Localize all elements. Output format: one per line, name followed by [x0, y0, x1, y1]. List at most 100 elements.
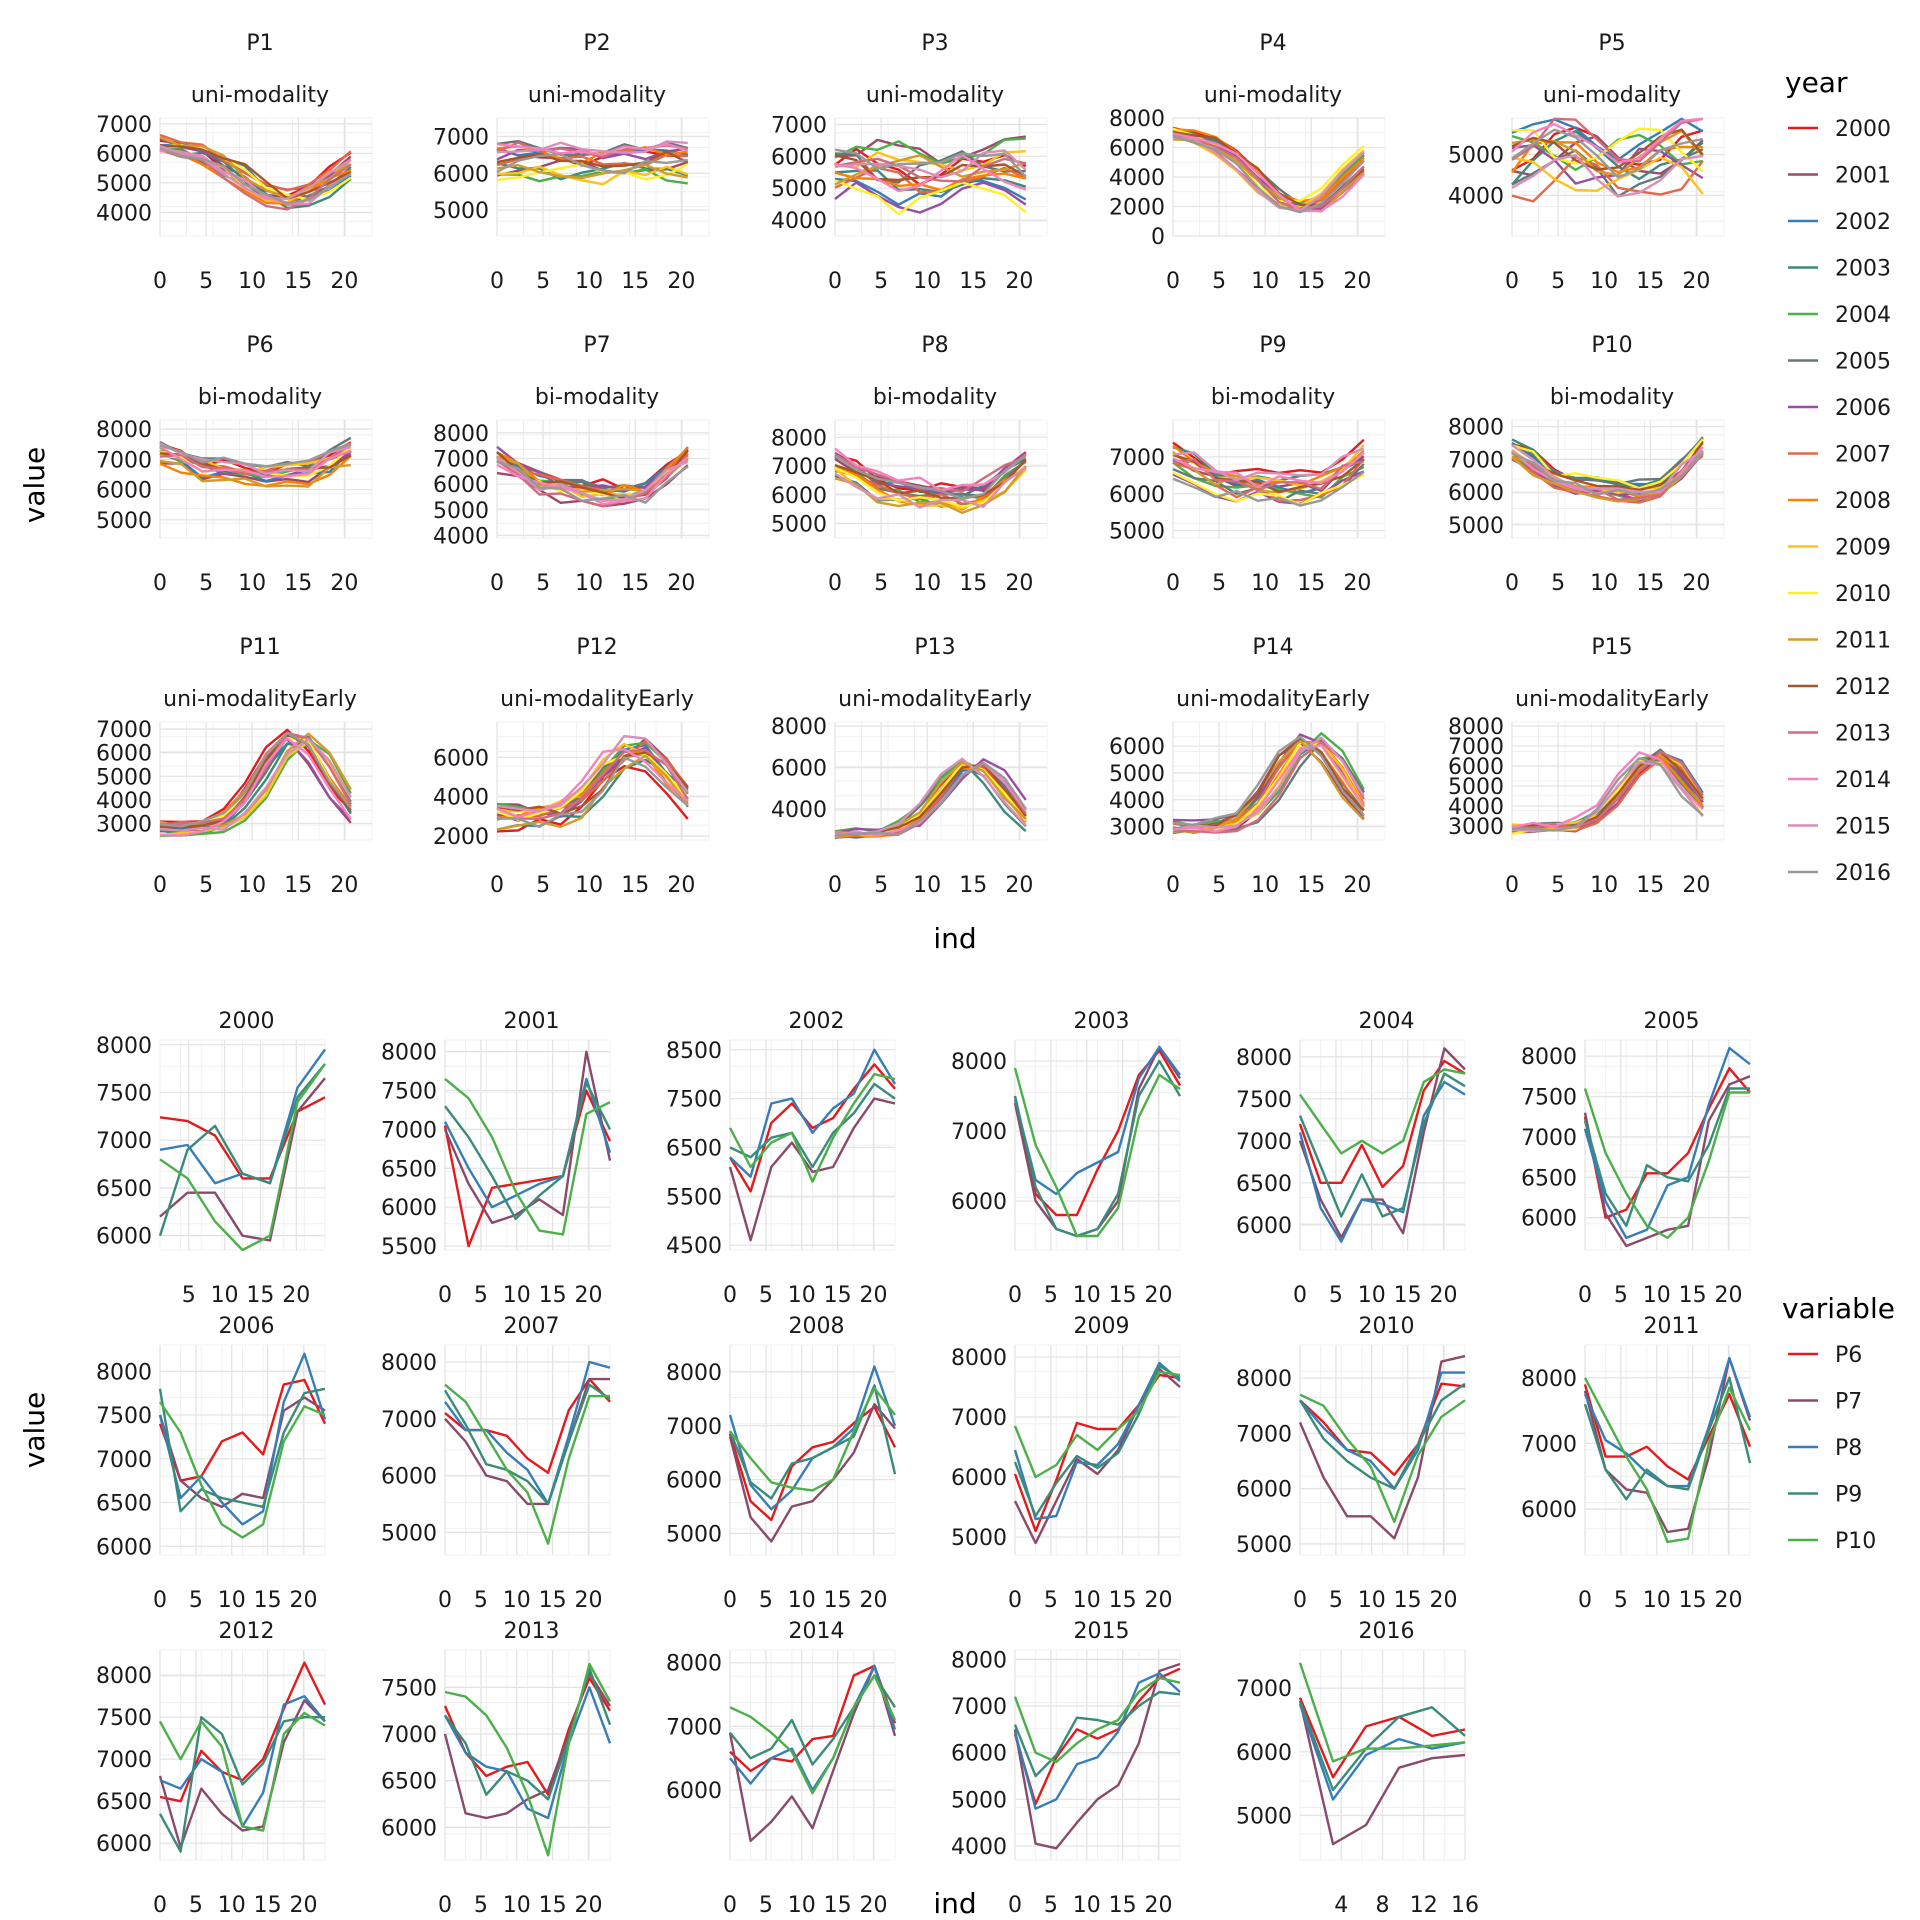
y-tick-label: 5000 [1448, 144, 1504, 169]
x-tick-label: 20 [1144, 1283, 1172, 1308]
x-tick-label: 15 [1636, 269, 1664, 294]
facet-strip-label: bi-modality [535, 385, 659, 410]
y-tick-label: 7000 [666, 1715, 722, 1740]
bottom-x-axis-title: ind [933, 1887, 976, 1920]
series-line-2013 [1512, 750, 1704, 829]
y-tick-label: 7000 [951, 1120, 1007, 1145]
x-tick-label: 5 [536, 269, 550, 294]
x-tick-label: 5 [1551, 571, 1565, 596]
series-line-2014 [159, 737, 352, 837]
y-tick-label: 7000 [433, 447, 489, 472]
series-line-2011 [496, 163, 689, 180]
y-tick-label: 7500 [96, 1404, 152, 1429]
y-tick-label: 5000 [951, 1788, 1007, 1813]
y-tick-label: 8000 [433, 422, 489, 447]
x-tick-label: 5 [1212, 571, 1226, 596]
series-line-P8 [1583, 1046, 1751, 1240]
y-tick-label: 5000 [951, 1526, 1007, 1551]
legend-label-2013: 2013 [1835, 722, 1891, 747]
y-tick-label: 5500 [666, 1185, 722, 1210]
y-tick-label: 5000 [1236, 1804, 1292, 1829]
y-tick-label: 6000 [433, 746, 489, 771]
y-tick-label: 4000 [433, 524, 489, 549]
facet-strip-label: P10 [1591, 333, 1632, 358]
x-tick-label: 0 [153, 1588, 167, 1613]
y-tick-label: 6500 [1521, 1166, 1577, 1191]
series-line-P7 [1583, 1356, 1752, 1534]
x-tick-label: 0 [1166, 571, 1180, 596]
x-tick-label: 0 [828, 571, 842, 596]
series-line-2016 [834, 148, 1027, 178]
series-line-2016 [159, 147, 352, 205]
x-tick-label: 10 [1251, 873, 1279, 898]
facet-P7: P7 bi-modality 0 5 10 15 20 4000500060007000800… [433, 333, 710, 596]
x-tick-label: 8 [1376, 1893, 1390, 1918]
y-tick-label: 5000 [1236, 1533, 1292, 1558]
facet-P1: P1 uni-modality 0 5 10 15 20 4000 5000 6000 7000 [96, 31, 373, 294]
x-tick-label: 20 [859, 1893, 887, 1918]
series-line-2013 [1511, 117, 1704, 163]
series-line-2010 [1172, 471, 1365, 507]
facet-P2: P2 uni-modality 0 5 10 15 20 5000 6000 7000 [433, 31, 710, 294]
y-tick-label: 8000 [1448, 715, 1504, 740]
x-tick-label: 10 [1643, 1588, 1671, 1613]
x-tick-label: 0 [438, 1588, 452, 1613]
x-tick-label: 15 [284, 269, 312, 294]
series-line-2015 [496, 140, 688, 154]
x-tick-label: 20 [1682, 269, 1710, 294]
series-line-2016 [834, 761, 1027, 837]
series-line-P9 [158, 1387, 326, 1513]
x-tick-label: 20 [1714, 1588, 1742, 1613]
x-tick-label: 20 [1005, 571, 1033, 596]
legend-label-2005: 2005 [1835, 350, 1891, 375]
series-line-2016 [1172, 735, 1365, 826]
series-line-2016 [1511, 452, 1704, 497]
legend-label-2000: 2000 [1835, 117, 1891, 142]
y-tick-label: 6000 [951, 1466, 1007, 1491]
y-tick-label: 5000 [1448, 775, 1504, 800]
x-tick-label: 0 [438, 1893, 452, 1918]
y-tick-label: 6500 [96, 1177, 152, 1202]
x-tick-label: 10 [788, 1283, 816, 1308]
series-line-P9 [1583, 1376, 1752, 1501]
y-tick-label: 7000 [771, 113, 827, 138]
y-tick-label: 7000 [1448, 735, 1504, 760]
series-line-2014 [1172, 451, 1365, 489]
series-line-P6 [158, 1378, 327, 1482]
y-tick-label: 8000 [951, 1648, 1007, 1673]
facet-2013: 2013 0 5 10 15 20 6000 6500 7000 7500 [381, 1619, 612, 1918]
x-tick-label: 5 [874, 873, 888, 898]
y-tick-label: 4500 [666, 1234, 722, 1259]
y-tick-label: 7500 [381, 1080, 437, 1105]
y-tick-label: 7500 [96, 1082, 152, 1107]
y-tick-label: 6000 [96, 1535, 152, 1560]
legend-label-P6: P6 [1835, 1343, 1862, 1368]
series-line-P6 [159, 1661, 327, 1803]
x-tick-label: 5 [1044, 1893, 1058, 1918]
year-legend: year 2000 2001 2002 2003 2004 2005 2006 2007 200… [1785, 66, 1891, 886]
legend-label-2012: 2012 [1835, 675, 1891, 700]
x-tick-label: 20 [282, 1283, 310, 1308]
y-tick-label: 5000 [96, 172, 152, 197]
facet-strip-label: 2003 [1074, 1009, 1130, 1034]
series-line-P10 [728, 1073, 896, 1183]
y-tick-label: 7000 [1521, 1126, 1577, 1151]
series-line-2014 [1172, 744, 1365, 833]
x-tick-label: 0 [1008, 1283, 1022, 1308]
facet-strip-label: P3 [921, 31, 948, 56]
x-tick-label: 5 [1044, 1588, 1058, 1613]
series-line-P8 [1013, 1361, 1181, 1521]
y-tick-label: 6000 [666, 1469, 722, 1494]
y-tick-label: 7500 [96, 1706, 152, 1731]
x-tick-label: 0 [723, 1283, 737, 1308]
series-line-2011 [159, 136, 352, 200]
x-tick-label: 20 [1682, 873, 1710, 898]
y-tick-label: 4000 [96, 201, 152, 226]
y-tick-label: 8000 [666, 1361, 722, 1386]
x-tick-label: 0 [1578, 1283, 1592, 1308]
x-tick-label: 5 [1329, 1283, 1343, 1308]
x-tick-label: 15 [1297, 571, 1325, 596]
top-y-axis-title: value [18, 447, 51, 523]
y-tick-label: 6000 [951, 1742, 1007, 1767]
series-line-P8 [444, 1360, 611, 1506]
